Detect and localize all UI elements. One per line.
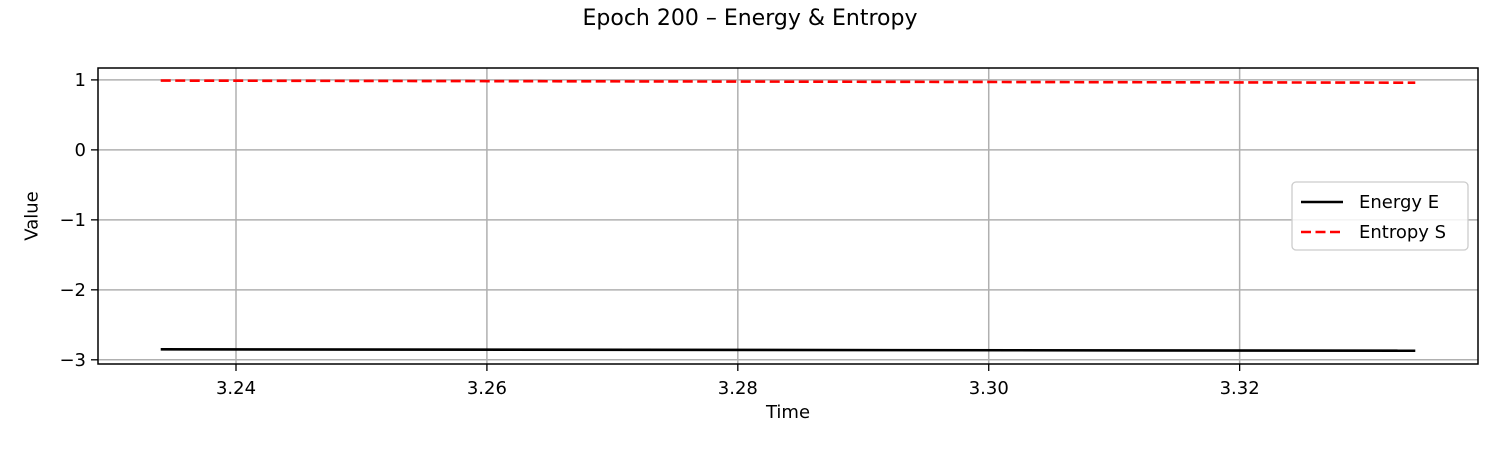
legend-label: Entropy S xyxy=(1359,222,1446,243)
y-tick-label: −3 xyxy=(59,350,86,371)
x-tick-label: 3.24 xyxy=(216,378,256,399)
x-tick-label: 3.26 xyxy=(467,378,507,399)
legend-label: Energy E xyxy=(1359,192,1439,213)
legend: Energy E Entropy S xyxy=(1291,181,1469,251)
x-tick-label: 3.28 xyxy=(718,378,758,399)
y-tick-label: 0 xyxy=(75,140,86,161)
series-line xyxy=(160,348,1416,353)
plot-frame xyxy=(97,67,1479,365)
y-tick-label: 1 xyxy=(75,70,86,91)
series-lines xyxy=(160,79,1416,353)
y-tick-label: −1 xyxy=(59,210,86,231)
x-tick-label: 3.32 xyxy=(1220,378,1260,399)
x-axis-label: Time xyxy=(765,402,811,423)
x-tick-label: 3.30 xyxy=(969,378,1009,399)
series-line xyxy=(160,79,1416,84)
grid-lines xyxy=(98,68,1478,364)
chart-title: Epoch 200 – Energy & Entropy xyxy=(582,6,918,31)
axis-ticks: 3.24 3.26 3.28 3.30 3.32 1 0 −1 −2 −3 xyxy=(59,70,1259,399)
y-axis-label: Value xyxy=(21,191,43,241)
y-tick-label: −2 xyxy=(59,280,86,301)
